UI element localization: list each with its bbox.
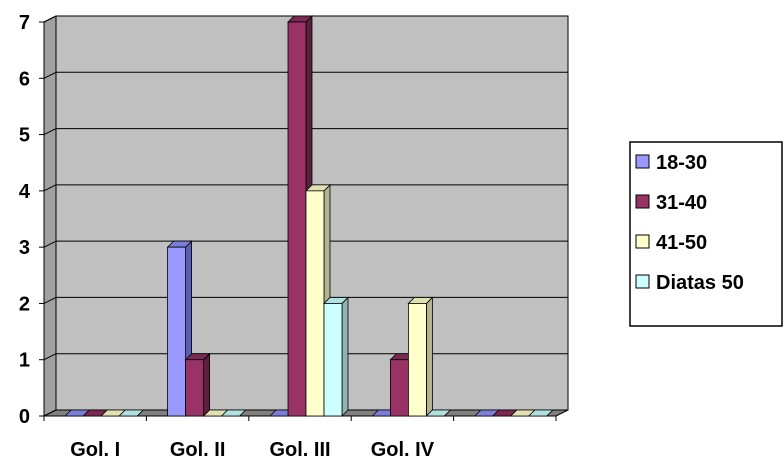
bar [118,409,145,417]
y-tick-label: 3 [19,237,30,259]
x-category-label: Gol. I [70,439,120,461]
legend: 18-30 31-40 41-50 Diatas 50 [629,141,783,327]
bar [220,409,247,417]
legend-label: 18-30 [656,152,707,174]
gridline-side [43,128,57,136]
legend-swatch [635,234,650,249]
bar-front [323,303,343,417]
x-category-label: Gol. II [170,439,226,461]
bar-top [220,409,247,417]
legend-swatch [635,194,650,209]
bar-top [425,409,452,417]
y-tick-label: 5 [19,125,30,147]
bar [323,296,349,417]
y-axis-ticks: 0 1 2 3 4 5 6 7 [19,12,44,428]
legend-label: 41-50 [656,232,707,254]
bar-top [118,409,145,417]
bar-front [389,359,409,417]
bar-front [305,190,325,417]
gridline-side [43,71,57,79]
bar-side [203,352,211,417]
gridline-side [43,15,57,23]
x-axis-categories: Gol. I Gol. II Gol. III Gol. IV [43,416,557,461]
bars [64,15,554,417]
bar-side [341,296,349,417]
bar-front [167,246,187,417]
gridline-side [43,353,57,361]
y-tick-label: 1 [19,350,30,372]
bar-side [425,296,433,417]
gridline-side [43,296,57,304]
bar-front [407,303,427,417]
legend-box [629,141,783,327]
legend-swatch [635,154,650,169]
legend-label: Diatas 50 [656,272,744,294]
y-tick-label: 4 [19,181,31,203]
y-tick-label: 2 [19,293,30,315]
bar [425,409,452,417]
gridline-side [43,184,57,192]
bar [184,352,211,417]
gridline-side [43,240,57,248]
y-tick-label: 6 [19,68,30,90]
bar-front [185,359,205,417]
bar [407,296,434,417]
side-wall [43,15,57,417]
x-category-label: Gol. IV [371,439,435,461]
bar [527,409,554,417]
y-tick-label: 0 [19,406,30,428]
y-tick-label: 7 [19,12,30,34]
bar-top [527,409,554,417]
legend-label: 31-40 [656,192,707,214]
x-category-label: Gol. III [269,439,330,461]
bar-front [287,21,307,417]
legend-swatch [635,274,650,289]
